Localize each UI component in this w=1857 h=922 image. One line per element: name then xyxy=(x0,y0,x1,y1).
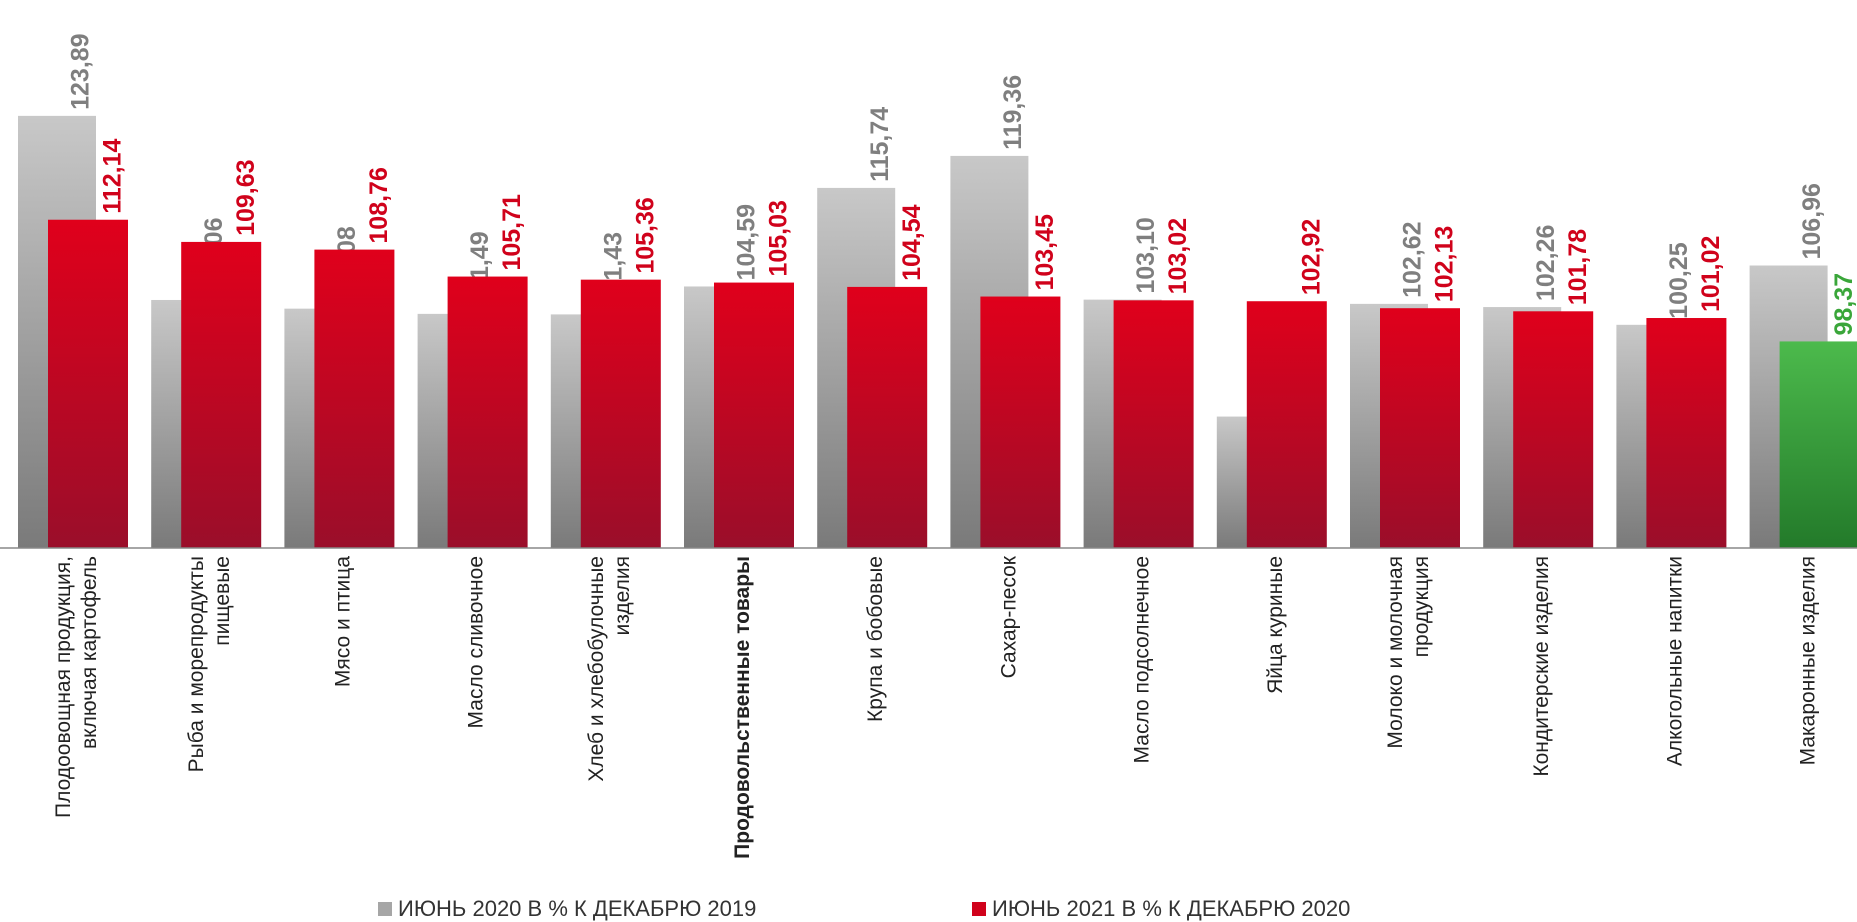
value-label: 123,89 xyxy=(67,33,95,109)
x-tick-label: Мясо и птица xyxy=(331,556,354,687)
x-tick-label-line: Крупа и бобовые xyxy=(864,556,887,722)
x-tick-label-line: Сахар-песок xyxy=(997,555,1020,678)
x-tick-label: Рыба и морепродукты пищевые xyxy=(185,556,234,772)
x-tick-label-line: пищевые xyxy=(211,556,234,646)
value-label: 104,59 xyxy=(733,204,761,280)
x-tick-label: Кондитерские изделия xyxy=(1530,556,1553,777)
x-tick-label-line: включая картофель xyxy=(78,556,101,749)
x-tick-label: Масло сливочное xyxy=(465,556,488,728)
bar xyxy=(314,249,395,548)
value-label: 102,62 xyxy=(1399,221,1427,297)
value-label: 103,02 xyxy=(1164,218,1192,294)
value-label: 115,74 xyxy=(866,107,894,182)
x-tick-label: Сахар-песок xyxy=(997,555,1020,678)
value-label: 98,37 xyxy=(1830,273,1857,336)
value-label: 108,76 xyxy=(365,167,393,243)
bar xyxy=(1380,308,1460,548)
value-label: 119,36 xyxy=(999,75,1027,150)
x-tick-label-line: Масло подсолнечное xyxy=(1131,556,1154,763)
value-label: 100,25 xyxy=(1665,242,1693,319)
value-label: 103,45 xyxy=(1031,214,1059,291)
value-label: 103,10 xyxy=(1132,217,1160,293)
x-tick-label: Яйца куриные xyxy=(1264,556,1287,694)
x-tick-label: Хлеб и хлебобулочные изделия xyxy=(585,556,634,782)
legend-label: ИЮНЬ 2021 В % К ДЕКАБРЮ 2020 xyxy=(992,896,1350,921)
bar xyxy=(447,276,528,548)
x-tick-label-line: Хлеб и хлебобулочные xyxy=(585,556,608,782)
value-label: 105,71 xyxy=(498,194,526,271)
legend-label: ИЮНЬ 2020 В % К ДЕКАБРЮ 2019 xyxy=(398,896,756,921)
legend-swatch xyxy=(378,902,392,916)
x-tick-label-line: Алкогольные напитки xyxy=(1663,556,1686,766)
x-tick-label-line: Яйца куриные xyxy=(1264,556,1287,694)
value-label: 105,36 xyxy=(631,197,659,273)
bar xyxy=(1646,318,1727,548)
value-label: 104,54 xyxy=(898,204,926,281)
value-label: 102,26 xyxy=(1532,225,1560,301)
x-tick-label-line: Масло сливочное xyxy=(465,556,488,728)
x-tick-label-line: Рыба и морепродукты xyxy=(185,556,208,772)
x-tick-label-line: Макаронные изделия xyxy=(1797,556,1820,765)
value-label: 101,78 xyxy=(1564,229,1592,306)
bar xyxy=(714,282,794,548)
x-tick-label: Алкогольные напитки xyxy=(1663,556,1686,766)
x-tick-label-line: Кондитерские изделия xyxy=(1530,556,1553,777)
x-tick-label: Масло подсолнечное xyxy=(1131,556,1154,763)
x-tick-label-line: Плодоовощная продукция, xyxy=(52,556,75,818)
bar xyxy=(980,296,1061,548)
bar xyxy=(181,241,262,549)
legend-swatch xyxy=(972,902,986,916)
x-tick-label-line: Продовольственные товары xyxy=(731,556,754,859)
x-tick-label-line: Мясо и птица xyxy=(331,556,354,687)
bar xyxy=(48,219,128,548)
x-tick-label: Молоко и молочная продукция xyxy=(1384,556,1433,749)
x-tick-label: Макаронные изделия xyxy=(1797,556,1820,765)
bar xyxy=(1246,301,1327,548)
value-label: 101,02 xyxy=(1697,236,1725,312)
value-label: 112,14 xyxy=(99,139,127,214)
x-tick-label-line: Молоко и молочная xyxy=(1384,556,1407,749)
value-label: 102,92 xyxy=(1297,219,1325,295)
x-tick-label: Крупа и бобовые xyxy=(864,556,887,722)
bar xyxy=(1779,341,1857,548)
x-tick-label: Плодоовощная продукция, включая картофель xyxy=(52,556,101,818)
bar xyxy=(1513,311,1594,548)
x-tick-label-line: продукция xyxy=(1410,556,1433,657)
x-tick-label-line: изделия xyxy=(611,556,634,636)
value-label: 109,63 xyxy=(232,159,260,235)
x-tick-label: Продовольственные товары xyxy=(731,556,754,859)
value-label: 106,96 xyxy=(1798,183,1826,259)
bar xyxy=(580,279,661,548)
bar xyxy=(1113,300,1194,548)
bar xyxy=(847,286,928,548)
value-label: 105,03 xyxy=(765,200,793,276)
value-label: 102,13 xyxy=(1431,226,1459,302)
